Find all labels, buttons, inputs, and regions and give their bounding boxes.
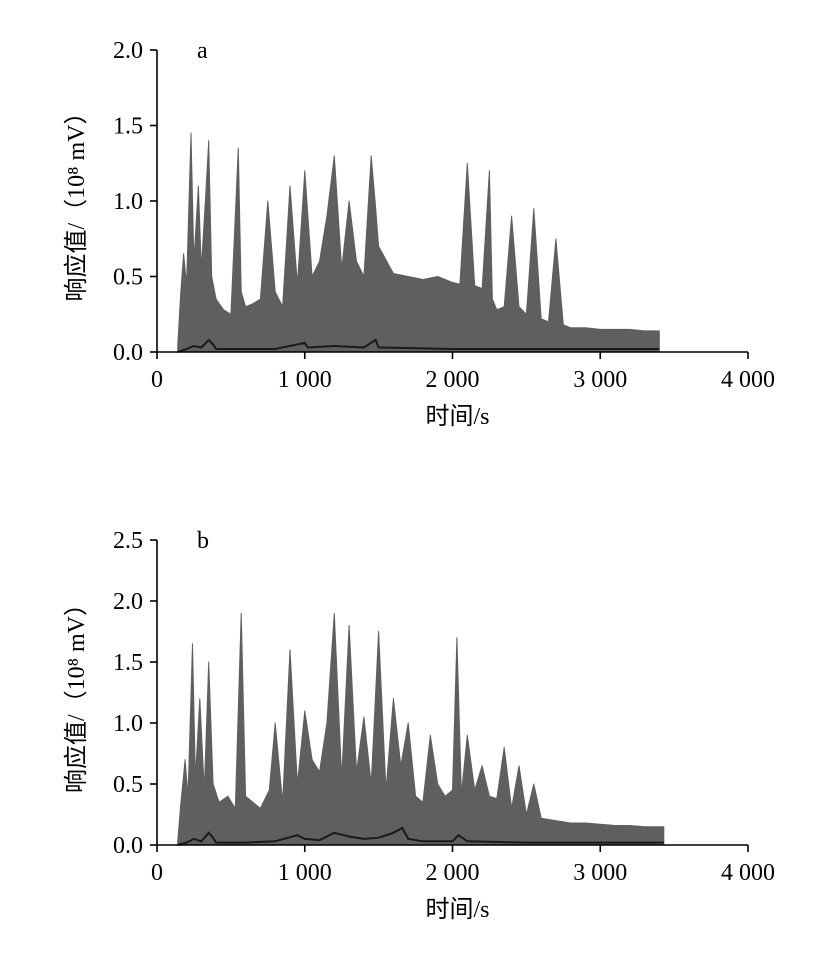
series-2-line bbox=[177, 338, 660, 353]
y-tick-label: 0.5 bbox=[113, 265, 143, 291]
y-tick-label: 0.0 bbox=[113, 833, 143, 859]
x-tick-label: 0 bbox=[151, 860, 163, 886]
y-tick-label: 2.5 bbox=[113, 528, 143, 554]
series-2-line bbox=[177, 826, 664, 846]
panel-label: a bbox=[197, 38, 208, 64]
panel-b: 0 1 000 2 000 3 000 4 000 0.0 0.5 1.0 1.5 2.0 2.5 b… bbox=[63, 528, 775, 923]
panel-a: 0 1 000 2 000 3 000 4 000 0.0 0.5 1.0 1.5 2.0 a 时间/… bbox=[63, 38, 775, 430]
x-tick-label: 1 000 bbox=[278, 860, 332, 886]
y-tick-label: 0.5 bbox=[113, 772, 143, 798]
y-tick-label: 1.5 bbox=[113, 650, 143, 676]
x-tick-label: 2 000 bbox=[426, 367, 480, 393]
x-tick-label: 4 000 bbox=[721, 367, 775, 393]
y-tick-label: 2.0 bbox=[113, 38, 143, 64]
y-tick-label: 2.0 bbox=[113, 589, 143, 615]
x-tick-label: 1 000 bbox=[278, 367, 332, 393]
y-tick-label: 1.5 bbox=[113, 114, 143, 140]
y-axis-title: 响应值/（10⁸ mV） bbox=[63, 100, 90, 301]
y-tick-label: 0.0 bbox=[113, 340, 143, 366]
y-axis-title: 响应值/（10⁸ mV） bbox=[63, 592, 90, 793]
series-1-area bbox=[177, 132, 660, 353]
x-axis-title: 时间/s bbox=[425, 896, 489, 923]
x-axis-title: 时间/s bbox=[425, 403, 489, 430]
series-1-area bbox=[177, 612, 665, 846]
x-tick-label: 2 000 bbox=[426, 860, 480, 886]
y-tick-label: 1.0 bbox=[113, 711, 143, 737]
x-tick-label: 0 bbox=[151, 367, 163, 393]
x-tick-label: 3 000 bbox=[573, 860, 627, 886]
y-tick-label: 1.0 bbox=[113, 189, 143, 215]
x-tick-label: 4 000 bbox=[721, 860, 775, 886]
panel-label: b bbox=[197, 528, 209, 554]
x-tick-label: 3 000 bbox=[573, 367, 627, 393]
